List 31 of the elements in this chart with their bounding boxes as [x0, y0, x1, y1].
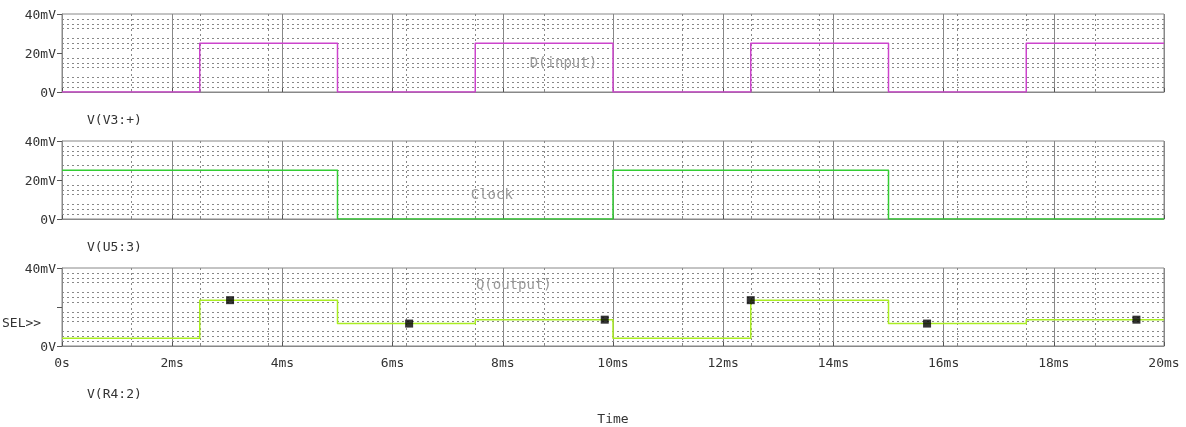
text: SEL>> — [2, 315, 42, 331]
y-tick-label: 0V — [40, 338, 57, 354]
x-tick-label: 20ms — [1148, 355, 1180, 370]
y-tick-label: 40mV — [24, 6, 57, 22]
y-tick-label: 20mV — [24, 172, 57, 188]
x-axis-title: Time — [597, 411, 629, 426]
y-tick-label: 40mV — [24, 260, 57, 276]
y-tick-label: 20mV — [24, 45, 57, 61]
y-tick-label: 0V — [40, 84, 57, 100]
x-tick-label: 0s — [54, 355, 70, 370]
x-tick-label: 6ms — [380, 355, 405, 370]
text: V(U5:3) — [87, 239, 142, 254]
point — [923, 319, 932, 328]
point — [1132, 315, 1141, 324]
x-tick-label: 16ms — [927, 355, 960, 370]
y-tick-label: 40mV — [24, 133, 57, 149]
annotation: D(input) — [529, 54, 598, 71]
x-tick-label: 2ms — [160, 355, 184, 370]
x-tick-label: 14ms — [817, 355, 850, 370]
text: V(R4:2) — [87, 386, 142, 401]
x-tick-label: 8ms — [491, 355, 515, 370]
point — [226, 296, 235, 305]
point — [405, 319, 414, 328]
x-tick-label: 12ms — [707, 355, 739, 370]
x-tick-label: 10ms — [597, 355, 629, 370]
point — [746, 296, 755, 305]
x-tick-label: 4ms — [270, 355, 295, 370]
y-tick-label: 0V — [40, 211, 57, 227]
series-label: V(V3:+) — [87, 112, 142, 127]
point — [600, 315, 609, 324]
x-tick-label: 18ms — [1038, 355, 1070, 370]
